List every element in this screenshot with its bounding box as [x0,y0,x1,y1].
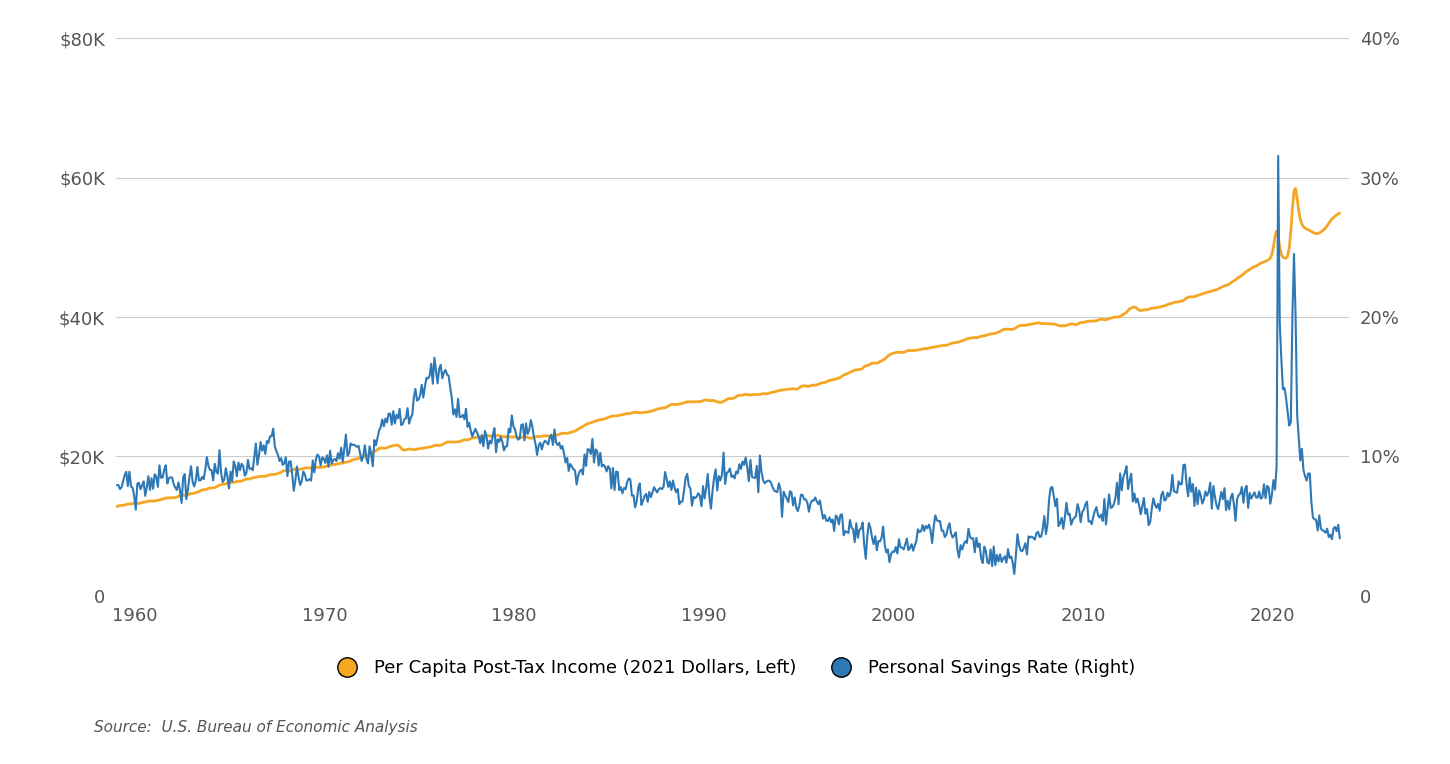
Text: Source:  U.S. Bureau of Economic Analysis: Source: U.S. Bureau of Economic Analysis [94,720,418,735]
Legend: Per Capita Post-Tax Income (2021 Dollars, Left), Personal Savings Rate (Right): Per Capita Post-Tax Income (2021 Dollars… [322,652,1143,685]
